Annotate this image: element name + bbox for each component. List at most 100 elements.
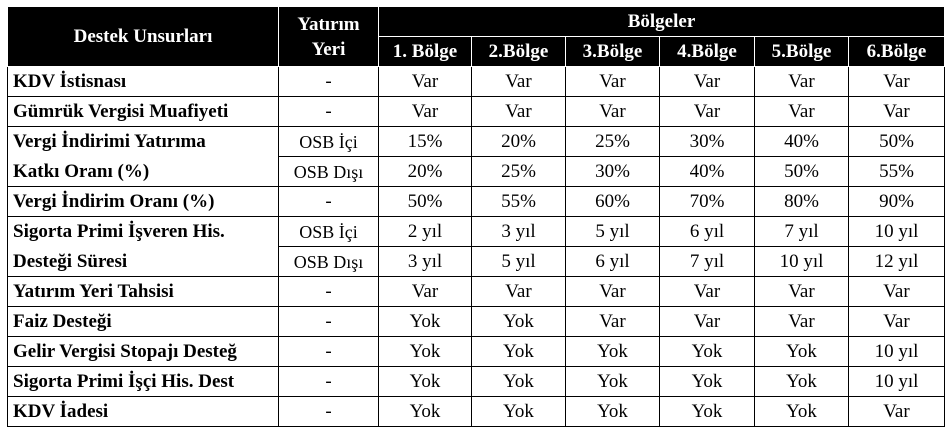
row-label: Katkı Oranı (%) [7,156,279,187]
cell-value: 90% [848,186,945,217]
cell-value: 6 yıl [659,216,755,247]
cell-value: 7 yıl [659,246,755,277]
header-region: 5.Bölge [754,36,849,67]
cell-value: 55% [848,156,945,187]
cell-value: 70% [659,186,755,217]
cell-value: 5 yıl [471,246,566,277]
cell-value: 10 yıl [754,246,849,277]
table-row: Desteği Süresi OSB Dışı 3 yıl 5 yıl 6 yı… [7,246,945,277]
cell-value: 3 yıl [378,246,472,277]
row-label: Vergi İndirim Oranı (%) [7,186,279,217]
table-row: Vergi İndirimi Yatırıma OSB İçi 15% 20% … [7,126,945,157]
header-yatirim-line1: Yatırım [297,13,360,35]
row-label: Yatırım Yeri Tahsisi [7,276,279,307]
cell-value: Yok [659,396,755,427]
row-label: Gümrük Vergisi Muafiyeti [7,96,279,127]
header-yatirim-yeri: Yatırım Yeri [278,6,379,67]
row-label: Vergi İndirimi Yatırıma [7,126,279,157]
cell-value: Var [754,276,849,307]
cell-value: Yok [378,366,472,397]
cell-value: Var [848,276,945,307]
row-label: Sigorta Primi İşveren His. [7,216,279,247]
cell-value: 20% [471,126,566,157]
cell-value: Var [659,96,755,127]
cell-value: 80% [754,186,849,217]
cell-value: Yok [471,396,566,427]
table-body: KDV İstisnası - Var Var Var Var Var Var … [7,66,945,427]
cell-value: Var [565,96,660,127]
cell-value: 25% [565,126,660,157]
header-region: 6.Bölge [848,36,945,67]
cell-value: Yok [471,336,566,367]
cell-value: 12 yıl [848,246,945,277]
cell-value: 30% [659,126,755,157]
cell-value: Var [754,66,849,97]
row-yeri: - [278,336,379,367]
table-row: Faiz Desteği - Yok Yok Var Var Var Var [7,306,945,337]
cell-value: 15% [378,126,472,157]
cell-value: Yok [754,366,849,397]
header-bolgeler: Bölgeler [378,6,945,37]
cell-value: Var [565,276,660,307]
cell-value: Var [754,96,849,127]
cell-value: 6 yıl [565,246,660,277]
row-yeri: - [278,366,379,397]
cell-value: Var [471,276,566,307]
cell-value: Var [848,306,945,337]
table-row: Gelir Vergisi Stopajı Desteğ - Yok Yok Y… [7,336,945,367]
cell-value: 2 yıl [378,216,472,247]
cell-value: Yok [378,336,472,367]
cell-value: 50% [754,156,849,187]
row-label: Desteği Süresi [7,246,279,277]
cell-value: Yok [754,396,849,427]
table-row: Sigorta Primi İşçi His. Dest - Yok Yok Y… [7,366,945,397]
cell-value: 10 yıl [848,366,945,397]
cell-value: 5 yıl [565,216,660,247]
cell-value: 50% [848,126,945,157]
cell-value: 25% [471,156,566,187]
cell-value: Var [378,96,472,127]
cell-value: 40% [754,126,849,157]
row-yeri: OSB Dışı [278,246,379,277]
row-label: KDV İstisnası [7,66,279,97]
row-yeri: - [278,276,379,307]
cell-value: Yok [378,396,472,427]
row-yeri: - [278,96,379,127]
row-yeri: OSB Dışı [278,156,379,187]
cell-value: Yok [754,336,849,367]
cell-value: Var [471,96,566,127]
row-yeri: - [278,66,379,97]
table-row: Gümrük Vergisi Muafiyeti - Var Var Var V… [7,96,945,127]
cell-value: Yok [565,396,660,427]
cell-value: Var [754,306,849,337]
header-region: 3.Bölge [565,36,660,67]
cell-value: Yok [565,366,660,397]
row-yeri: - [278,306,379,337]
cell-value: Var [659,66,755,97]
row-label: Faiz Desteği [7,306,279,337]
cell-value: Var [565,306,660,337]
cell-value: 60% [565,186,660,217]
table-row: KDV İadesi - Yok Yok Yok Yok Yok Var [7,396,945,427]
cell-value: Var [378,276,472,307]
table-header: Destek Unsurları Yatırım Yeri Bölgeler 1… [7,6,945,67]
header-region: 2.Bölge [471,36,566,67]
table-row: Vergi İndirim Oranı (%) - 50% 55% 60% 70… [7,186,945,217]
header-region: 1. Bölge [378,36,472,67]
cell-value: Var [848,396,945,427]
table-row: Yatırım Yeri Tahsisi - Var Var Var Var V… [7,276,945,307]
row-label: KDV İadesi [7,396,279,427]
cell-value: 40% [659,156,755,187]
table-row: Katkı Oranı (%) OSB Dışı 20% 25% 30% 40%… [7,156,945,187]
header-yatirim-line2: Yeri [311,38,346,60]
cell-value: Var [471,66,566,97]
cell-value: 10 yıl [848,216,945,247]
table-row: KDV İstisnası - Var Var Var Var Var Var [7,66,945,97]
row-yeri: - [278,396,379,427]
cell-value: Var [848,66,945,97]
row-yeri: - [278,186,379,217]
cell-value: 7 yıl [754,216,849,247]
cell-value: 20% [378,156,472,187]
cell-value: 50% [378,186,472,217]
